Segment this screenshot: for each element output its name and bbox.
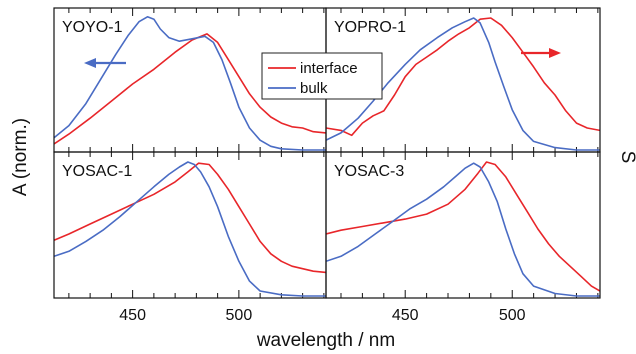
panel-title: YOYO-1	[62, 19, 123, 36]
legend-box	[261, 52, 383, 100]
x-tick-label: 450	[119, 307, 146, 324]
y-axis-label: A (norm.)	[10, 118, 31, 196]
series-line-interface	[326, 161, 600, 292]
arrow-right-icon	[549, 48, 561, 58]
panel-yosac-3: YOSAC-3	[325, 151, 601, 299]
legend-label-interface: interface	[300, 60, 358, 77]
series-line-interface	[54, 33, 326, 145]
panel-yoyo-1: YOYO-1	[53, 7, 327, 153]
x-tick-label: 500	[226, 307, 253, 324]
x-axis-label: wavelength / nm	[256, 330, 395, 351]
x-tick-label: 500	[499, 307, 526, 324]
x-tick-label: 450	[392, 307, 419, 324]
series-line-bulk	[54, 16, 326, 151]
legend: interface bulk	[261, 52, 383, 100]
series-line-bulk	[54, 161, 326, 297]
right-axis-label-partial: S	[617, 151, 636, 164]
panel-grid: YOYO-1 YOPRO-1 YOSAC-1 YOSAC-3	[53, 7, 601, 299]
legend-label-bulk: bulk	[300, 80, 328, 97]
panel-frame	[325, 151, 601, 299]
x-tick-labels: 450 500 450 500	[119, 307, 525, 324]
panel-title: YOSAC-3	[334, 163, 404, 180]
series-line-bulk	[326, 162, 600, 297]
panel-yosac-1: YOSAC-1	[53, 151, 327, 299]
arrow-left-icon	[84, 58, 96, 68]
panel-title: YOSAC-1	[62, 163, 132, 180]
panel-title: YOPRO-1	[334, 19, 406, 36]
series-line-interface	[54, 162, 326, 274]
series-line-interface	[326, 17, 600, 137]
